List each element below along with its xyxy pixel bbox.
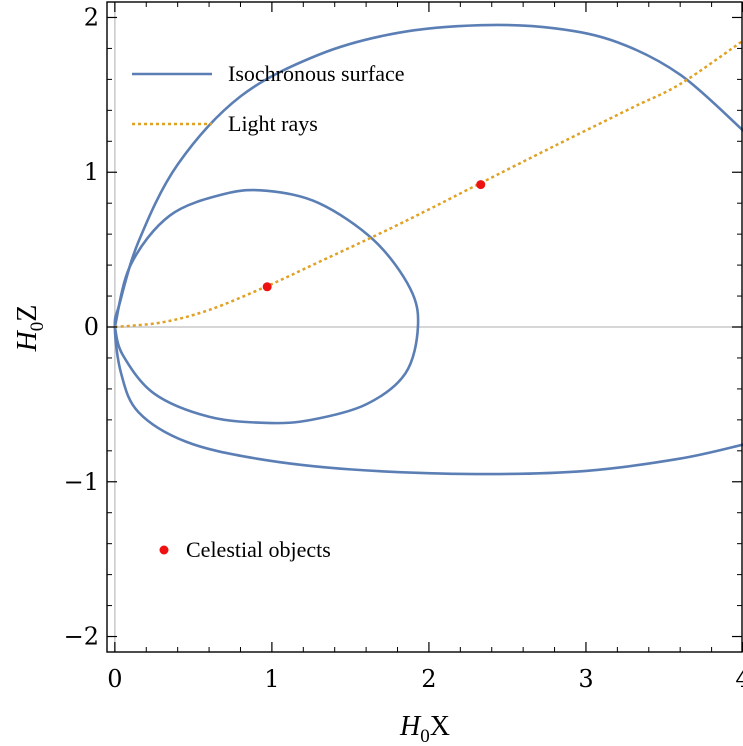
x-tick-label: 4 [735,665,743,693]
ticks-layer: 0 1 2 3 4 2 1 0 −1 −2 [64,2,743,693]
series-layer [113,23,743,476]
legend-label-isochronous: Isochronous surface [228,61,405,86]
legend-label-objects: Celestial objects [186,537,331,562]
points-layer [262,180,486,292]
legend: Isochronous surface Light rays Celestial… [132,61,405,562]
celestial-object-point-1 [476,180,486,190]
x-tick-label: 2 [421,665,436,693]
x-tick-label: 3 [578,665,593,693]
y-tick-label: −2 [64,623,99,651]
series-line-0 [113,23,743,476]
legend-marker-objects [159,545,169,555]
y-tick-label: −1 [64,468,99,496]
x-tick-label: 1 [264,665,279,693]
y-tick-label: 1 [84,158,99,186]
series-line-1 [113,188,420,425]
y-tick-label: 2 [84,3,99,31]
legend-label-light: Light rays [228,111,318,136]
celestial-object-point-0 [262,282,272,292]
x-axis-title: H0X [399,711,450,746]
y-tick-label: 0 [84,313,99,341]
series-line-2 [114,39,743,329]
y-axis-title: H0Z [12,305,48,353]
x-tick-label: 0 [107,665,122,693]
